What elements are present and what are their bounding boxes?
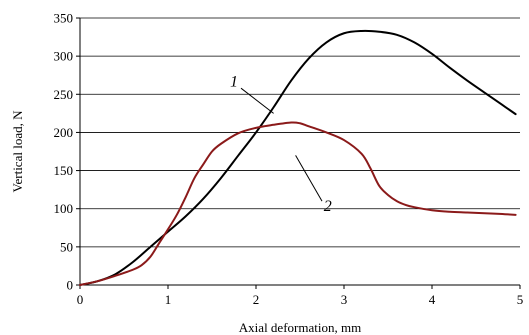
series-2-label: 2 (324, 198, 332, 215)
series-1-leader (240, 87, 274, 114)
y-tick-label: 100 (54, 201, 74, 216)
series-2-leader (295, 155, 323, 202)
y-tick-label: 50 (60, 239, 73, 254)
y-tick-label: 350 (54, 11, 74, 26)
x-tick-label: 0 (77, 292, 84, 307)
x-tick-label: 1 (165, 292, 172, 307)
annotation-layer: 12 (230, 74, 332, 215)
y-tick-label: 200 (54, 125, 74, 140)
x-tick-label: 3 (341, 292, 348, 307)
series-1-line (79, 29, 517, 286)
y-tick-label: 300 (54, 49, 74, 64)
y-tick-label: 150 (54, 163, 74, 178)
grid-lines (80, 17, 520, 248)
series-layer (79, 29, 517, 286)
x-tick-label: 5 (517, 292, 524, 307)
y-axis-title: Vertical load, N (10, 110, 25, 193)
x-tick-label: 4 (429, 292, 436, 307)
y-tick-labels: 0 50 100 150 200 250 300 350 (54, 11, 80, 293)
y-tick-label: 250 (54, 87, 74, 102)
series-1-label: 1 (230, 74, 238, 91)
x-tick-labels: 0 1 2 3 4 5 (77, 285, 524, 307)
x-axis-title: Axial deformation, mm (239, 320, 361, 335)
series-2-line (79, 121, 517, 286)
axes (79, 18, 520, 286)
y-tick-label: 0 (67, 278, 74, 293)
x-tick-label: 2 (253, 292, 260, 307)
